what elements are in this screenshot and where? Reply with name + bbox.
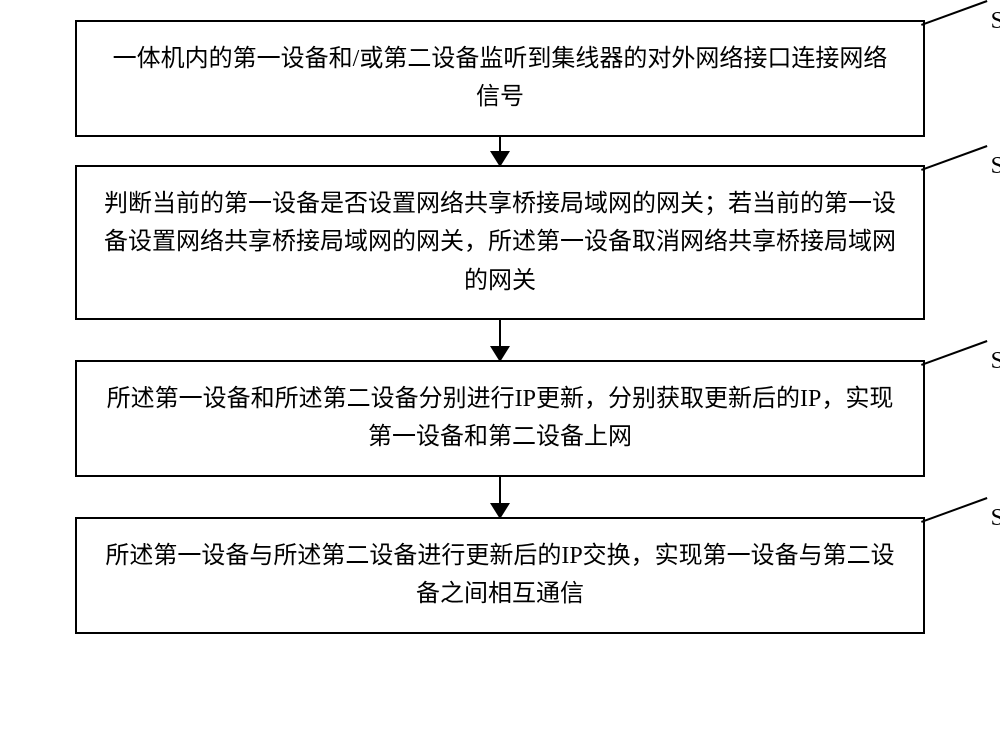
flow-arrow-2 (499, 320, 501, 360)
flow-arrow-1 (499, 137, 501, 165)
flow-step-1: 一体机内的第一设备和/或第二设备监听到集线器的对外网络接口连接网络信号 S31 (75, 20, 925, 137)
step-label-2: S32 (991, 147, 1000, 185)
step-text: 所述第一设备和所述第二设备分别进行IP更新，分别获取更新后的IP，实现第一设备和… (107, 386, 894, 450)
step-text: 一体机内的第一设备和/或第二设备监听到集线器的对外网络接口连接网络信号 (113, 46, 888, 110)
step-label-3: S33 (991, 342, 1000, 380)
flow-step-3: 所述第一设备和所述第二设备分别进行IP更新，分别获取更新后的IP，实现第一设备和… (75, 360, 925, 477)
step-text: 所述第一设备与所述第二设备进行更新后的IP交换，实现第一设备与第二设备之间相互通… (105, 543, 894, 607)
flowchart-container: 一体机内的第一设备和/或第二设备监听到集线器的对外网络接口连接网络信号 S31 … (30, 20, 970, 634)
flow-step-4: 所述第一设备与所述第二设备进行更新后的IP交换，实现第一设备与第二设备之间相互通… (75, 517, 925, 634)
step-label-1: S31 (991, 2, 1000, 40)
step-label-4: S34 (991, 499, 1000, 537)
step-text: 判断当前的第一设备是否设置网络共享桥接局域网的网关；若当前的第一设备设置网络共享… (104, 191, 896, 294)
flow-arrow-3 (499, 477, 501, 517)
flow-step-2: 判断当前的第一设备是否设置网络共享桥接局域网的网关；若当前的第一设备设置网络共享… (75, 165, 925, 320)
